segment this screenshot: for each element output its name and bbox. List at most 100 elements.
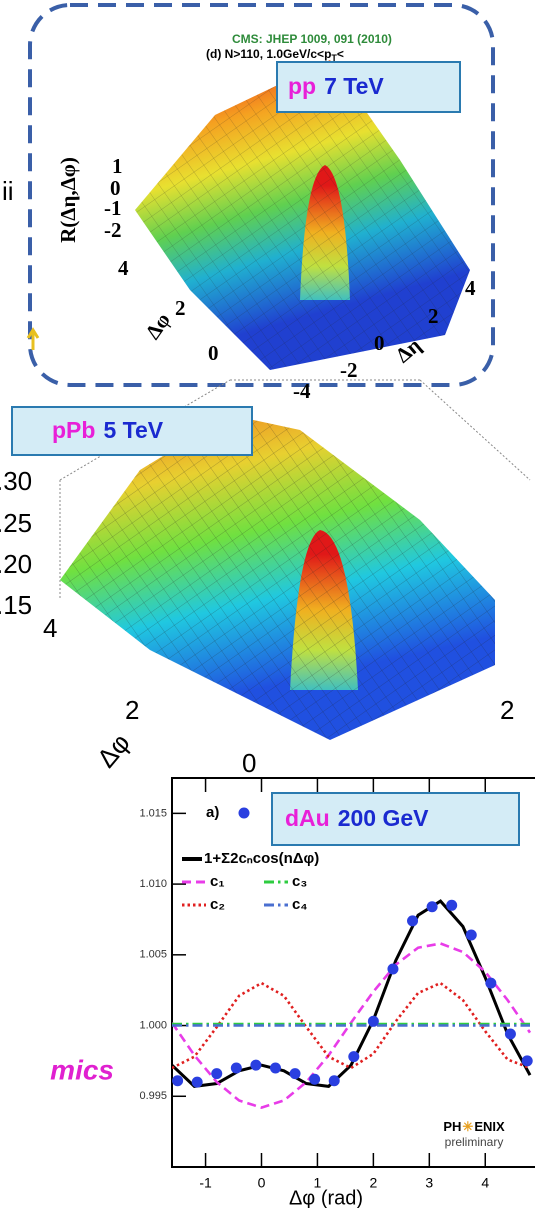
phi-tick: 2 <box>125 695 139 725</box>
y-tick-label: 1.010 <box>139 878 167 890</box>
data-point <box>348 1051 360 1063</box>
energy: 5 TeV <box>103 417 163 443</box>
z-tick: .20 <box>0 549 32 579</box>
x-tick-label: 4 <box>481 1175 489 1191</box>
legend-label: c₃ <box>292 873 307 890</box>
data-point <box>387 963 399 975</box>
x-tick-label: 2 <box>369 1175 377 1191</box>
box-line <box>419 379 531 481</box>
x-tick-label: 1 <box>314 1175 322 1191</box>
data-point <box>485 977 497 989</box>
data-point <box>407 915 419 927</box>
z-tick: .30 <box>0 466 32 496</box>
system-label: pPb 5 TeV <box>52 417 164 443</box>
phi-title: Δφ <box>140 308 175 343</box>
z-title: R(Δη,Δφ) <box>56 157 80 243</box>
energy: 7 TeV <box>324 73 384 99</box>
z-tick: -1 <box>104 196 122 220</box>
data-point <box>504 1028 516 1040</box>
system-label: pp 7 TeV <box>288 73 384 99</box>
logo-box <box>431 1117 517 1153</box>
eta-tick: -4 <box>293 379 311 403</box>
x-axis-title: Δφ (rad) <box>289 1187 363 1208</box>
eta-tick: 4 <box>465 276 476 300</box>
logo-sub: preliminary <box>445 1135 504 1149</box>
citation: CMS: JHEP 1009, 091 (2010) <box>232 32 392 46</box>
system: dAu <box>285 805 330 831</box>
z-tick: .25 <box>0 508 32 538</box>
x-tick-label: 3 <box>425 1175 433 1191</box>
eta-tick: -2 <box>340 358 358 382</box>
phi-tick: 0 <box>208 341 219 365</box>
system: pp <box>288 73 316 99</box>
data-point <box>465 929 477 941</box>
surface-mesh <box>60 415 495 740</box>
energy: 200 GeV <box>338 805 429 831</box>
box-line <box>59 379 231 481</box>
legend-label: c₂ <box>210 896 225 913</box>
cut-sub: T <box>331 53 337 63</box>
data-point <box>426 901 438 913</box>
system: pPb <box>52 417 95 443</box>
eta-tick: 0 <box>242 748 256 778</box>
z-tick: 0 <box>110 176 121 200</box>
z-tick: 1 <box>112 154 123 178</box>
label-box <box>11 406 253 456</box>
data-point <box>521 1055 533 1067</box>
data-point <box>446 899 458 911</box>
label-box <box>271 792 520 846</box>
x-tick-label: -1 <box>199 1175 212 1191</box>
data-point <box>191 1076 203 1088</box>
clipped-text: mics <box>50 1054 114 1085</box>
legend-label: c₄ <box>292 896 308 913</box>
data-point <box>289 1068 301 1080</box>
system-label: dAu 200 GeV <box>285 805 429 831</box>
panel-label: a) <box>206 804 219 821</box>
data-point <box>211 1068 223 1080</box>
y-tick-label: 1.015 <box>139 807 167 819</box>
data-point <box>230 1062 242 1074</box>
legend-marker <box>238 807 250 819</box>
peak-mesh <box>290 530 358 690</box>
y-tick-label: 0.995 <box>139 1090 167 1102</box>
x-tick-label: 0 <box>258 1175 266 1191</box>
z-tick: .15 <box>0 590 32 620</box>
data-point <box>250 1059 262 1071</box>
series-line <box>172 899 532 1088</box>
z-tick: -2 <box>104 218 122 242</box>
series-line <box>172 942 532 1109</box>
logo-right: ENIX <box>474 1119 505 1134</box>
label-box <box>276 61 461 113</box>
eta-tick: 0 <box>374 331 385 355</box>
logo-left: PH <box>443 1119 461 1134</box>
logo: PH✳ENIX <box>443 1119 505 1134</box>
data-point <box>309 1073 321 1085</box>
data-point <box>367 1015 379 1027</box>
y-tick-label: 1.005 <box>139 949 167 961</box>
data-point <box>269 1062 281 1074</box>
data-point <box>172 1075 184 1087</box>
series-line <box>172 981 531 1070</box>
data-point <box>328 1075 340 1087</box>
logo-star: ✳ <box>462 1119 473 1134</box>
arrow <box>26 327 40 350</box>
phi-tick: 4 <box>43 613 57 643</box>
cut-text: (d) N>110, 1.0GeV/c<pT< <box>206 47 344 63</box>
surface-mesh <box>135 60 470 370</box>
phi-tick: 2 <box>175 296 186 320</box>
eta-tick: 2 <box>500 695 514 725</box>
phi-title: Δφ <box>91 728 136 774</box>
y-tick-label: 1.000 <box>139 1019 167 1031</box>
legend-label: c₁ <box>210 873 225 890</box>
cut: (d) N>110, 1.0GeV/c<p <box>206 47 331 61</box>
clipped-text: ii <box>2 176 14 206</box>
dashed-frame <box>28 3 495 387</box>
plot-frame <box>171 777 535 1168</box>
cut-tail: < <box>337 47 344 61</box>
legend-label: 1+Σ2cₙcos(nΔφ) <box>204 850 319 867</box>
peak-mesh <box>300 165 350 300</box>
phi-tick: 4 <box>118 256 129 280</box>
eta-tick: 2 <box>428 304 439 328</box>
plot-area <box>172 899 533 1109</box>
